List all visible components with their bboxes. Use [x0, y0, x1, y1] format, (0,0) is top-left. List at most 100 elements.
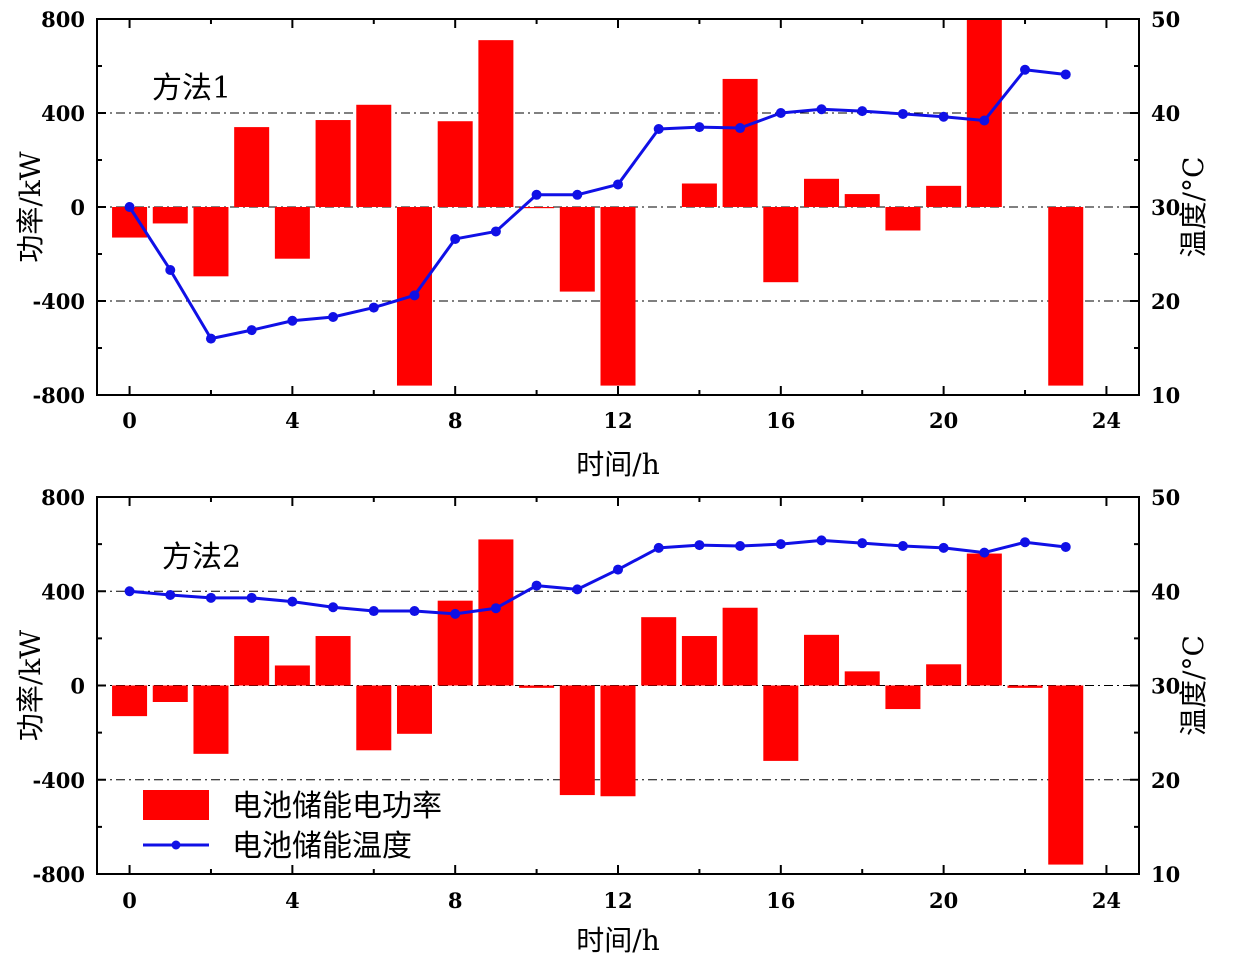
x-tick-label: 16 — [766, 408, 795, 433]
y-left-tick-label: -400 — [32, 289, 85, 314]
legend-bar-label: 电池储能电功率 — [232, 789, 442, 824]
chart-panel-method-2: 0 4 8 12 16 20 24 -800 -400 0 400 800 10 20 30 40 50 方法2 时… — [14, 485, 1210, 957]
temperature-point-h15 — [735, 541, 746, 552]
temperature-point-h16 — [775, 539, 786, 550]
bar-h6 — [356, 104, 392, 207]
y-right-tick-label: 20 — [1151, 289, 1180, 314]
temperature-point-h10 — [531, 580, 542, 591]
temperature-point-h14 — [694, 122, 705, 133]
x-tick-label: 8 — [448, 408, 463, 433]
temperature-point-h17 — [816, 104, 827, 115]
legend: 电池储能电功率 电池储能温度 — [143, 789, 442, 864]
temperature-point-h5 — [328, 311, 339, 322]
bar-h3 — [234, 636, 270, 686]
y-right-tick-label: 10 — [1151, 383, 1180, 408]
y-right-tick-label: 50 — [1151, 7, 1180, 32]
y-right-tick-label: 50 — [1151, 485, 1180, 510]
temperature-point-h12 — [613, 564, 623, 575]
x-tick-label: 20 — [929, 408, 958, 433]
bar-h13 — [641, 617, 677, 686]
temperature-point-h23 — [1060, 69, 1071, 80]
temperature-point-h8 — [450, 233, 461, 244]
y-right-tick-label: 40 — [1151, 579, 1180, 604]
x-tick-label: 4 — [285, 888, 300, 913]
temperature-point-h7 — [409, 290, 420, 301]
temperature-point-h11 — [572, 584, 583, 595]
y-right-tick-label: 20 — [1151, 768, 1180, 793]
bar-h5 — [315, 120, 351, 207]
bar-h10 — [519, 207, 555, 209]
temperature-point-h10 — [531, 189, 542, 200]
temperature-point-h0 — [124, 202, 135, 212]
bar-h12 — [600, 685, 636, 797]
y-right-tick-label: 30 — [1151, 674, 1180, 699]
bar-h10 — [519, 685, 555, 688]
y-left-tick-label: -800 — [32, 862, 85, 887]
y-left-tick-label: -400 — [32, 768, 85, 793]
temperature-point-h4 — [287, 596, 298, 607]
y-left-tick-label: 800 — [41, 7, 85, 32]
bar-h18 — [844, 194, 880, 207]
bar-h14 — [681, 183, 717, 207]
temperature-point-h18 — [857, 538, 868, 549]
bar-h0 — [112, 207, 148, 238]
temperature-point-h2 — [205, 333, 216, 344]
x-tick-label: 20 — [929, 888, 958, 913]
bar-h4 — [274, 207, 310, 259]
bar-h2 — [193, 207, 229, 277]
bar-h2 — [193, 685, 229, 754]
temperature-point-h18 — [857, 106, 868, 117]
temperature-point-h20 — [938, 111, 949, 122]
x-tick-label: 12 — [603, 408, 632, 433]
temperature-point-h1 — [165, 590, 176, 601]
x-tick-label: 8 — [448, 888, 463, 913]
temperature-point-h22 — [1020, 537, 1031, 548]
temperature-point-h7 — [409, 606, 420, 617]
x-tick-label: 24 — [1092, 408, 1121, 433]
bar-h23 — [1048, 207, 1084, 386]
bar-h17 — [804, 178, 840, 207]
bar-h14 — [681, 636, 717, 686]
bar-h23 — [1048, 685, 1084, 865]
temperature-point-h17 — [816, 535, 827, 546]
y-left-tick-label: 400 — [41, 101, 85, 126]
temperature-point-h1 — [165, 264, 176, 275]
bar-h15 — [722, 78, 758, 207]
y-left-tick-label: 0 — [70, 674, 85, 699]
bar-h20 — [926, 185, 962, 207]
y-left-tick-label: 0 — [70, 195, 85, 220]
temperature-point-h13 — [653, 542, 664, 553]
panel-label: 方法2 — [162, 540, 241, 575]
x-axis-title: 时间/h — [576, 448, 659, 481]
temperature-point-h8 — [450, 608, 461, 619]
bar-h16 — [763, 207, 799, 283]
y-left-tick-label: 800 — [41, 485, 85, 510]
bar-h18 — [844, 671, 880, 686]
bar-h16 — [763, 685, 799, 761]
temperature-point-h21 — [979, 115, 990, 126]
bar-h21 — [966, 19, 1002, 207]
y-right-axis-title: 温度/°C — [1177, 157, 1210, 258]
bar-h6 — [356, 685, 392, 751]
bar-h20 — [926, 664, 962, 686]
temperature-point-h14 — [694, 540, 705, 551]
temperature-point-h9 — [490, 226, 501, 237]
bar-h22 — [1007, 685, 1043, 688]
bar-h11 — [559, 685, 595, 796]
panel-label: 方法1 — [152, 71, 231, 106]
x-tick-label: 0 — [122, 888, 137, 913]
temperature-point-h6 — [368, 302, 379, 313]
bar-h3 — [234, 127, 270, 207]
bar-h17 — [804, 634, 840, 686]
y-right-tick-label: 40 — [1151, 101, 1180, 126]
temperature-point-h3 — [246, 325, 257, 336]
x-tick-label: 4 — [285, 408, 300, 433]
bar-h19 — [885, 207, 921, 231]
temperature-point-h11 — [572, 189, 583, 200]
x-tick-label: 24 — [1092, 888, 1121, 913]
x-tick-label: 16 — [766, 888, 795, 913]
temperature-point-h22 — [1020, 64, 1031, 75]
temperature-point-h3 — [246, 592, 257, 603]
y-left-tick-label: 400 — [41, 579, 85, 604]
